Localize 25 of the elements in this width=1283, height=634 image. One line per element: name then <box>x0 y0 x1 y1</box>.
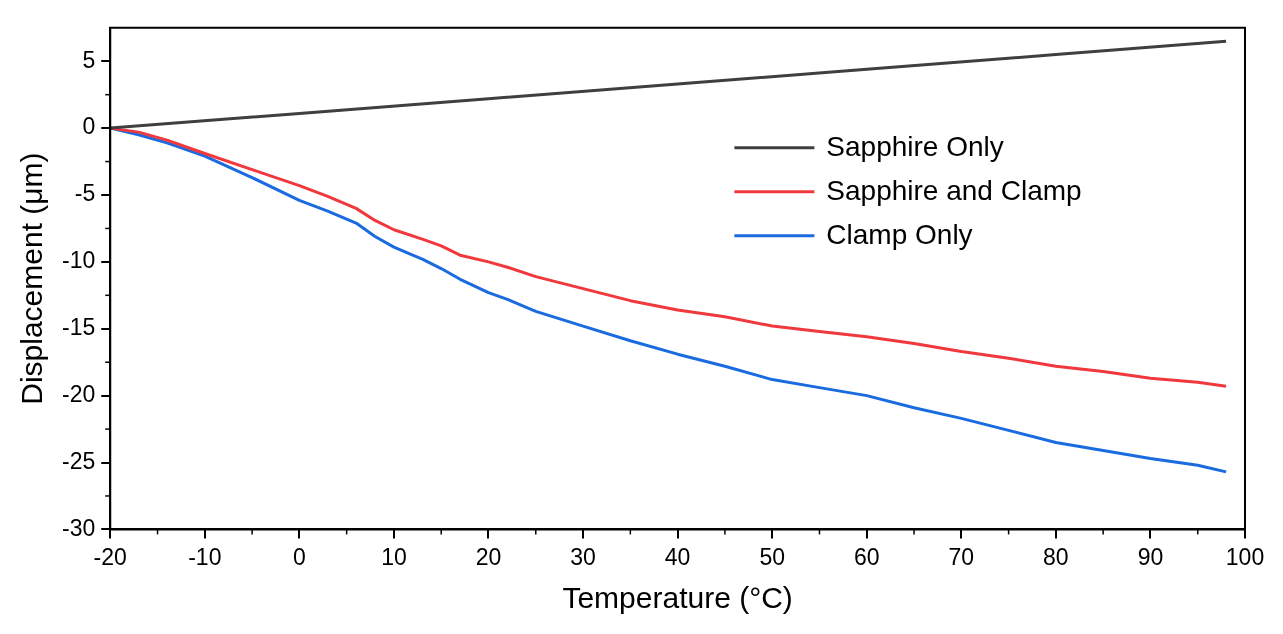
y-tick-label: 5 <box>82 46 96 73</box>
x-tick-label: 0 <box>292 543 306 570</box>
y-tick-label: 0 <box>82 113 96 140</box>
x-tick-label: 80 <box>1043 543 1069 570</box>
legend-label: Sapphire Only <box>826 130 1004 162</box>
y-tick-label: -5 <box>74 180 96 207</box>
legend-label: Clamp Only <box>826 218 973 250</box>
x-axis-title: Temperature (°C) <box>562 581 793 615</box>
x-tick-label: 90 <box>1137 543 1164 570</box>
x-tick-label: 40 <box>664 543 691 570</box>
y-tick-label: -10 <box>61 247 96 274</box>
x-tick-label: 20 <box>475 543 502 570</box>
x-tick-label: 100 <box>1225 543 1265 570</box>
x-tick-label: 50 <box>759 543 785 570</box>
x-tick-label: 10 <box>381 543 407 570</box>
x-tick-label: 70 <box>948 543 975 570</box>
y-tick-label: -30 <box>61 514 96 541</box>
legend-label: Sapphire and Clamp <box>826 174 1082 206</box>
y-tick-label: -15 <box>61 314 96 341</box>
y-axis-title: Displacement (μm) <box>15 152 49 405</box>
x-tick-label: 60 <box>853 543 880 570</box>
x-tick-label: 30 <box>570 543 596 570</box>
x-tick-label: -10 <box>188 543 222 570</box>
y-tick-label: -20 <box>61 380 96 407</box>
y-tick-label: -25 <box>61 447 96 474</box>
